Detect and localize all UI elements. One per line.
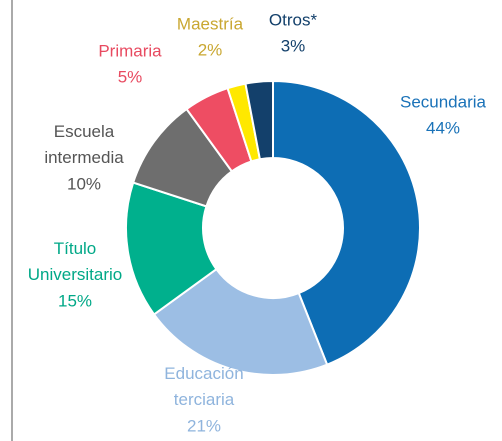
slice xyxy=(272,79,421,366)
value-label: 21% xyxy=(187,416,221,435)
category-label: Otros* xyxy=(269,10,318,29)
value-label: 2% xyxy=(198,40,223,59)
slice xyxy=(152,267,329,376)
category-label: Secundaria xyxy=(400,92,487,111)
category-label: Educación terciaria xyxy=(164,364,243,409)
value-label: 10% xyxy=(67,174,101,193)
value-label: 3% xyxy=(281,36,306,55)
value-label: 15% xyxy=(58,291,92,310)
value-label: 44% xyxy=(426,118,460,137)
category-label: Título Universitario xyxy=(28,239,122,284)
category-label: Maestría xyxy=(177,14,244,33)
category-label: Primaria xyxy=(98,41,162,60)
value-label: 5% xyxy=(118,67,143,86)
slice xyxy=(244,79,274,161)
category-label: Escuela intermedia xyxy=(44,122,124,167)
